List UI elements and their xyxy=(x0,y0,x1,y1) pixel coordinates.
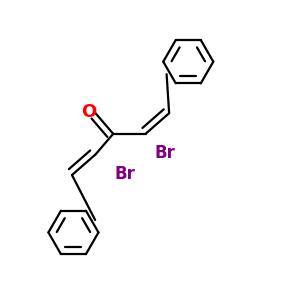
Text: Br: Br xyxy=(115,165,136,183)
Text: O: O xyxy=(81,103,97,121)
Text: Br: Br xyxy=(154,144,175,162)
